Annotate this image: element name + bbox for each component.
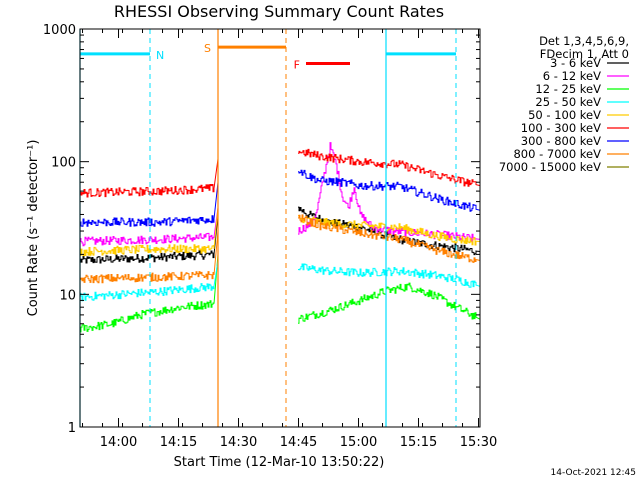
legend-header-line: Det 1,3,4,5,6,9,	[539, 34, 629, 48]
x-tick-label: 15:15	[400, 435, 437, 450]
series-25-50-kev	[80, 260, 481, 302]
y-tick-label: 100	[51, 156, 76, 171]
legend-entry-label: 300 - 800 keV	[521, 134, 601, 148]
chart-title: RHESSI Observing Summary Count Rates	[114, 2, 444, 21]
x-tick-label: 14:30	[220, 435, 257, 450]
axis-layer: 14:00 14:15 14:30 14:45 15:00 15:15 15:30 1 10 10…	[43, 23, 497, 450]
series-line	[298, 282, 481, 324]
x-tick-label: 14:45	[280, 435, 317, 450]
series-line	[80, 207, 219, 257]
series-line	[80, 207, 219, 247]
x-tick-label: 15:00	[340, 435, 377, 450]
series-line	[80, 254, 219, 333]
series-line	[80, 214, 219, 264]
series-line	[80, 182, 219, 227]
legend-entry-label: 25 - 50 keV	[535, 95, 601, 109]
series-line	[298, 214, 481, 263]
series-800-7000-kev	[80, 214, 481, 284]
x-tick-label: 14:00	[100, 435, 137, 450]
y-tick-label: 10	[59, 288, 76, 303]
series-12-25-kev	[80, 254, 481, 333]
series-line	[80, 158, 219, 198]
legend-entry-label: 12 - 25 keV	[535, 82, 601, 96]
legend-entry-label: 50 - 100 keV	[528, 108, 601, 122]
series-line	[80, 230, 219, 284]
legend-header-line: FDecim 1, Att 0	[540, 47, 629, 61]
series-layer	[80, 142, 481, 333]
x-axis-label: Start Time (12-Mar-10 13:50:22)	[174, 455, 385, 470]
interval-label-s: S	[204, 42, 211, 55]
x-tick-label: 15:30	[460, 435, 497, 450]
legend-entry-label: 7000 - 15000 keV	[499, 160, 601, 174]
legend-entry-label: 100 - 300 keV	[521, 121, 601, 135]
series-line	[298, 263, 481, 288]
series-3-6-kev	[80, 206, 481, 264]
legend-entry-label: 3 - 6 keV	[550, 56, 601, 70]
series-300-800-kev	[80, 169, 481, 227]
y-tick-label: 1000	[43, 23, 76, 38]
interval-label-f: F	[294, 58, 300, 71]
y-axis-label: Count Rate (s⁻¹ detector⁻¹)	[26, 140, 41, 317]
series-50-100-kev	[80, 207, 481, 257]
series-line	[298, 215, 481, 246]
legend-entry-label: 6 - 12 keV	[543, 69, 601, 83]
legend-entry-label: 800 - 7000 keV	[513, 147, 601, 161]
legend: Det 1,3,4,5,6,9,FDecim 1, Att 03 - 6 keV…	[499, 34, 629, 174]
series-line	[80, 260, 219, 302]
interval-label-n: N	[156, 49, 164, 62]
series-line	[298, 148, 481, 187]
series-line	[298, 169, 481, 212]
series-100-300-kev	[80, 148, 481, 198]
plot-frame	[79, 28, 481, 428]
timestamp: 14-Oct-2021 12:45	[551, 468, 636, 478]
y-tick-label: 1	[68, 421, 76, 436]
x-tick-label: 14:15	[160, 435, 197, 450]
